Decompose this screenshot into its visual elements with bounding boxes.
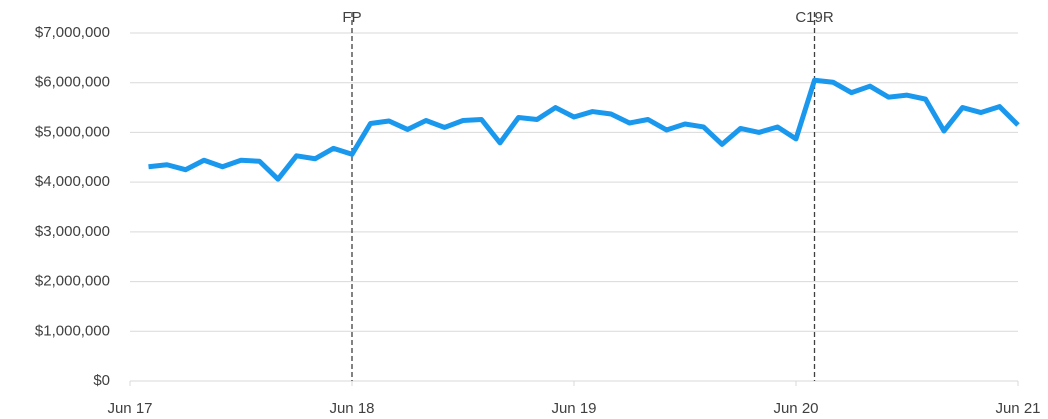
x-tick-label: Jun 19 (551, 400, 596, 417)
y-tick-label: $7,000,000 (35, 24, 110, 41)
x-tick-label: Jun 18 (329, 400, 374, 417)
annotation-label: FP (342, 9, 361, 26)
y-tick-label: $3,000,000 (35, 223, 110, 240)
y-tick-label: $2,000,000 (35, 273, 110, 290)
y-tick-label: $5,000,000 (35, 123, 110, 140)
y-tick-label: $1,000,000 (35, 322, 110, 339)
line-series (148, 77, 1020, 182)
y-tick-label: $0 (93, 372, 110, 389)
y-tick-label: $6,000,000 (35, 74, 110, 91)
x-tick-label: Jun 20 (773, 400, 818, 417)
x-tick-label: Jun 21 (995, 400, 1040, 417)
annotation-label: C19R (795, 9, 834, 26)
x-tick-label: Jun 17 (107, 400, 152, 417)
y-tick-label: $4,000,000 (35, 173, 110, 190)
